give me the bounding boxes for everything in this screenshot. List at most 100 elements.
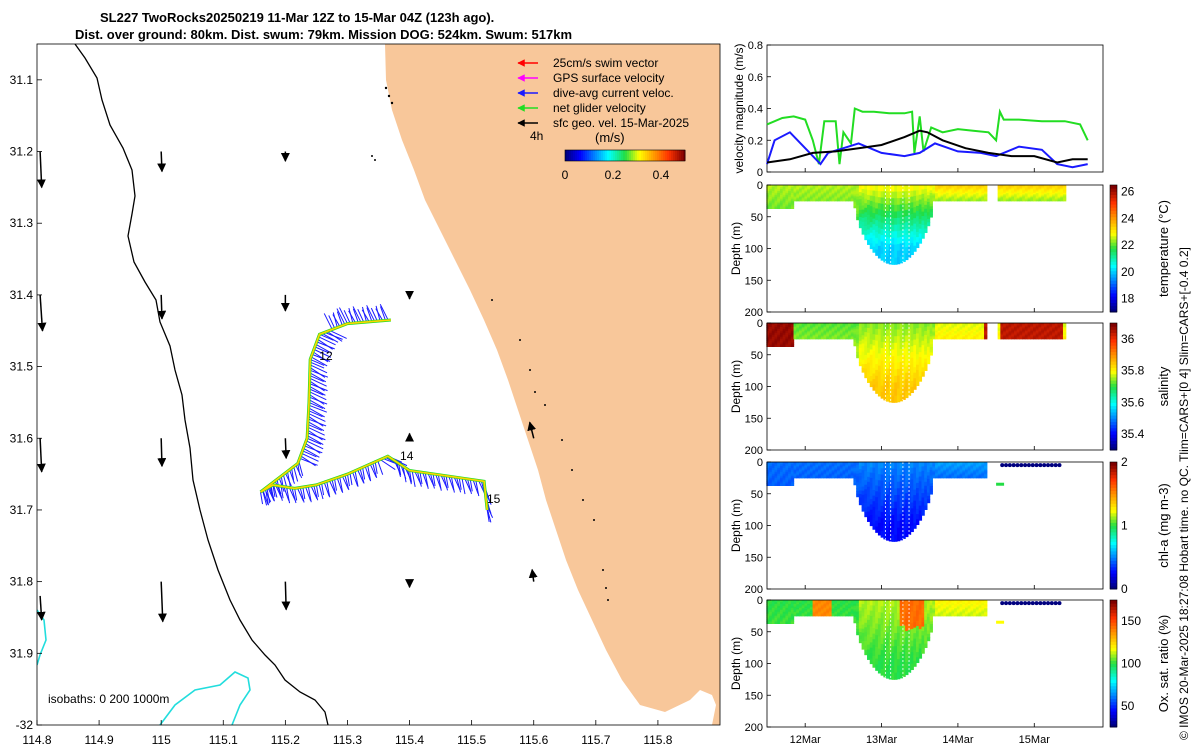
section-cell bbox=[940, 192, 944, 195]
section-cell bbox=[932, 614, 936, 617]
section-cell bbox=[807, 462, 811, 464]
section-cell bbox=[823, 610, 827, 613]
section-colorbar-label: temperature (°C) bbox=[1156, 200, 1171, 297]
section-cell bbox=[847, 476, 852, 479]
section-cell bbox=[918, 505, 923, 511]
section-cell bbox=[875, 658, 879, 665]
section-cell bbox=[978, 191, 982, 194]
section-cell bbox=[899, 217, 904, 225]
section-cell bbox=[1024, 198, 1029, 201]
section-cell bbox=[782, 601, 786, 605]
section-colorbar-swatch bbox=[1110, 280, 1117, 284]
section-cell bbox=[945, 199, 950, 202]
section-cell bbox=[1003, 195, 1007, 198]
section-cell bbox=[967, 602, 972, 605]
section-cell bbox=[858, 607, 863, 612]
section-cell bbox=[774, 192, 778, 196]
section-cell bbox=[967, 333, 972, 336]
section-cell bbox=[1011, 329, 1015, 332]
section-cell bbox=[850, 475, 855, 478]
section-cell bbox=[880, 197, 884, 205]
section-cell bbox=[845, 465, 849, 468]
section-cell bbox=[788, 196, 792, 200]
section-cell bbox=[956, 600, 961, 602]
section-cell bbox=[861, 462, 865, 467]
section-cell bbox=[916, 620, 920, 627]
section-cell bbox=[907, 648, 912, 655]
section-colorbar-swatch bbox=[1110, 296, 1117, 300]
section-colorbar-tick-label: 18 bbox=[1121, 292, 1135, 306]
section-cell bbox=[916, 343, 920, 350]
section-cell bbox=[1022, 328, 1026, 331]
section-cell bbox=[842, 473, 846, 476]
section-cell bbox=[967, 323, 972, 325]
section-cell bbox=[956, 475, 961, 478]
section-cell bbox=[1060, 188, 1064, 191]
section-cell bbox=[826, 605, 830, 608]
section-cell bbox=[820, 324, 825, 327]
section-cell bbox=[926, 637, 931, 642]
section-cell bbox=[1005, 186, 1010, 189]
section-cell bbox=[864, 189, 868, 195]
current-vector bbox=[448, 476, 455, 491]
section-cell bbox=[842, 195, 846, 198]
section-cell bbox=[1003, 194, 1007, 197]
section-cell bbox=[997, 326, 1001, 329]
section-cell bbox=[872, 512, 876, 519]
section-cell bbox=[973, 469, 977, 472]
section-cell bbox=[872, 190, 876, 197]
section-cell bbox=[1038, 191, 1042, 194]
section-cell bbox=[845, 325, 849, 328]
section-cell bbox=[1046, 330, 1050, 333]
section-cell bbox=[1046, 191, 1050, 194]
section-cell bbox=[1011, 337, 1015, 340]
section-cell bbox=[1049, 324, 1053, 327]
section-cell bbox=[771, 617, 776, 621]
velocity-y-tick-label: 0.2 bbox=[748, 135, 763, 147]
section-cell bbox=[891, 495, 895, 503]
section-cell bbox=[1046, 325, 1050, 328]
section-cell bbox=[831, 463, 835, 466]
section-cell bbox=[834, 325, 838, 328]
section-cell bbox=[807, 611, 811, 614]
section-cell bbox=[856, 193, 860, 198]
section-cell bbox=[880, 379, 884, 387]
section-cell bbox=[981, 462, 985, 464]
section-cell bbox=[951, 332, 955, 335]
section-cell bbox=[867, 219, 871, 226]
section-cell bbox=[853, 186, 857, 190]
section-cell bbox=[894, 218, 898, 226]
section-cell bbox=[962, 603, 966, 606]
section-cell bbox=[918, 486, 923, 492]
section-cell bbox=[880, 385, 884, 393]
section-cell bbox=[858, 326, 863, 331]
section-colorbar-swatch bbox=[1110, 200, 1117, 205]
section-cell bbox=[837, 463, 841, 466]
section-cell bbox=[1041, 185, 1045, 187]
section-cell bbox=[839, 325, 844, 328]
section-cell bbox=[847, 469, 852, 472]
section-cell bbox=[967, 472, 972, 475]
section-cell bbox=[777, 621, 781, 624]
section-cell bbox=[820, 186, 825, 189]
section-cell bbox=[1052, 332, 1056, 335]
section-cell bbox=[1057, 198, 1061, 201]
section-cell bbox=[929, 341, 933, 345]
section-cell bbox=[807, 192, 811, 195]
section-cell bbox=[962, 186, 966, 189]
section-cell bbox=[956, 602, 961, 605]
section-cell bbox=[837, 323, 841, 325]
section-cell bbox=[1000, 336, 1004, 339]
section-cell bbox=[997, 325, 1001, 328]
section-cell bbox=[907, 233, 912, 240]
section-cell bbox=[935, 192, 939, 195]
section-cell bbox=[965, 469, 969, 472]
section-cell bbox=[782, 600, 786, 603]
section-cell bbox=[1035, 328, 1040, 331]
section-cell bbox=[799, 468, 803, 471]
map-panel: 114.8 114.9 115 115.1 115.2 115.3 115.4 115.5 11… bbox=[10, 43, 721, 747]
section-cell bbox=[856, 211, 860, 215]
section-cell bbox=[864, 225, 868, 232]
section-cell bbox=[847, 324, 852, 327]
section-cell bbox=[853, 618, 857, 622]
